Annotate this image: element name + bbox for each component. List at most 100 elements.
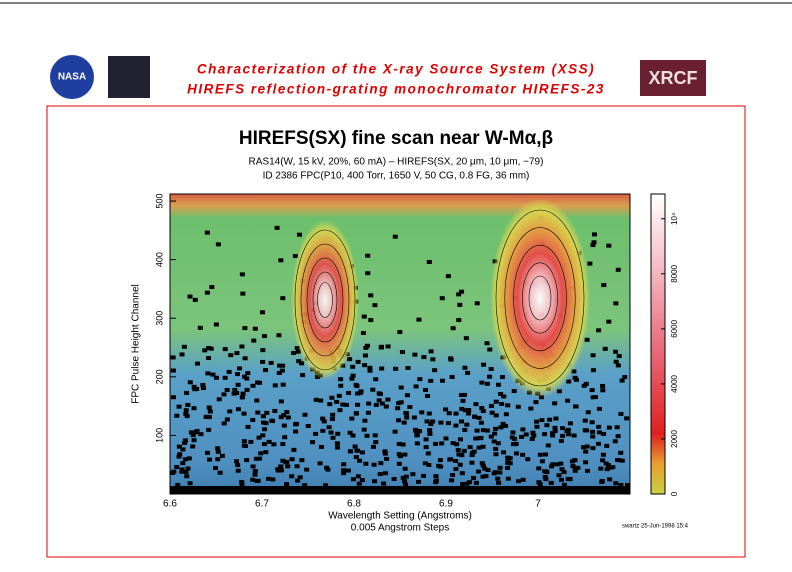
noise-cell [458,392,464,397]
noise-cell [428,378,434,383]
noise-cell [385,344,391,349]
noise-cell [430,419,436,424]
noise-cell [209,285,215,290]
noise-cell [460,482,466,487]
noise-cell [177,452,183,457]
noise-cell [582,418,588,423]
noise-cell [362,353,368,358]
noise-cell [432,368,438,373]
noise-cell [439,441,445,446]
noise-cell [428,422,434,427]
noise-cell [361,314,367,319]
noise-cell [624,416,630,421]
noise-cell [469,460,475,465]
noise-cell [365,271,371,276]
noise-cell [575,465,581,470]
noise-cell [423,437,429,442]
noise-cell [534,419,540,424]
noise-cell [398,385,404,390]
noise-cell [476,415,482,420]
noise-cell [347,449,353,454]
noise-cell [396,452,402,457]
noise-cell [539,418,545,423]
noise-cell [349,416,355,421]
noise-cell [295,349,301,354]
noise-cell [484,428,490,433]
noise-cell [616,354,622,359]
noise-cell [479,380,485,385]
noise-cell [484,341,490,346]
noise-cell [280,363,286,368]
noise-cell [254,478,260,483]
noise-cell [221,421,227,426]
noise-cell [590,353,596,358]
plot-border [169,193,631,495]
noise-cell [242,356,248,361]
noise-cell [461,448,467,453]
noise-cell [280,458,286,463]
noise-cell [239,483,245,488]
noise-cell [346,390,352,395]
chart-subtitle: RAS14(W, 15 kV, 20%, 60 mA) – HIREFS(SX,… [249,157,544,168]
colorbar-tick-label: 6000 [670,319,679,337]
noise-cell [318,398,324,403]
noise-cell [476,445,482,450]
noise-cell [462,427,468,432]
noise-cell [200,383,206,388]
noise-cell [207,457,213,462]
noise-cell [191,406,197,411]
noise-cell [484,381,490,386]
noise-cell [561,470,567,475]
noise-cell [266,476,272,481]
noise-cell [471,449,477,454]
noise-cell [397,330,403,335]
noise-cell [615,434,621,439]
noise-cell [467,480,473,485]
noise-cell [493,426,499,431]
noise-cell [483,474,489,479]
noise-cell [414,441,420,446]
noise-cell [293,422,299,427]
noise-cell [278,415,284,420]
noise-cell [240,391,246,396]
noise-cell [501,450,507,455]
noise-cell [453,411,459,416]
noise-cell [480,409,486,414]
noise-cell [385,397,391,402]
noise-cell [430,357,436,362]
noise-cell [262,427,268,432]
noise-cell [459,406,465,411]
noise-cell [350,373,356,378]
xrcf-logo: XRCF [640,60,706,96]
noise-cell [392,234,398,239]
noise-cell [469,452,475,457]
noise-cell [423,387,429,392]
noise-cell [516,479,522,484]
noise-cell [285,415,291,420]
noise-cell [359,450,365,455]
noise-cell [478,420,484,425]
noise-cell [356,481,362,486]
noise-cell [428,349,434,354]
noise-cell [362,363,368,368]
noise-cell [520,452,526,457]
noise-cell [481,362,487,367]
noise-cell [297,475,303,480]
noise-cell [600,452,606,457]
noise-cell [242,326,248,331]
noise-cell [293,429,299,434]
noise-cell [464,481,470,486]
noise-cell [462,365,468,370]
noise-cell [202,348,208,353]
noise-cell [593,395,599,400]
noise-cell [347,357,353,362]
noise-cell [450,473,456,478]
y-tick-label: 100 [154,428,164,443]
noise-cell [464,422,470,427]
noise-cell [320,428,326,433]
msfc-logo [108,56,150,98]
noise-cell [222,347,228,352]
noise-cell [488,403,494,408]
noise-cell [349,376,355,381]
noise-cell [364,343,370,348]
